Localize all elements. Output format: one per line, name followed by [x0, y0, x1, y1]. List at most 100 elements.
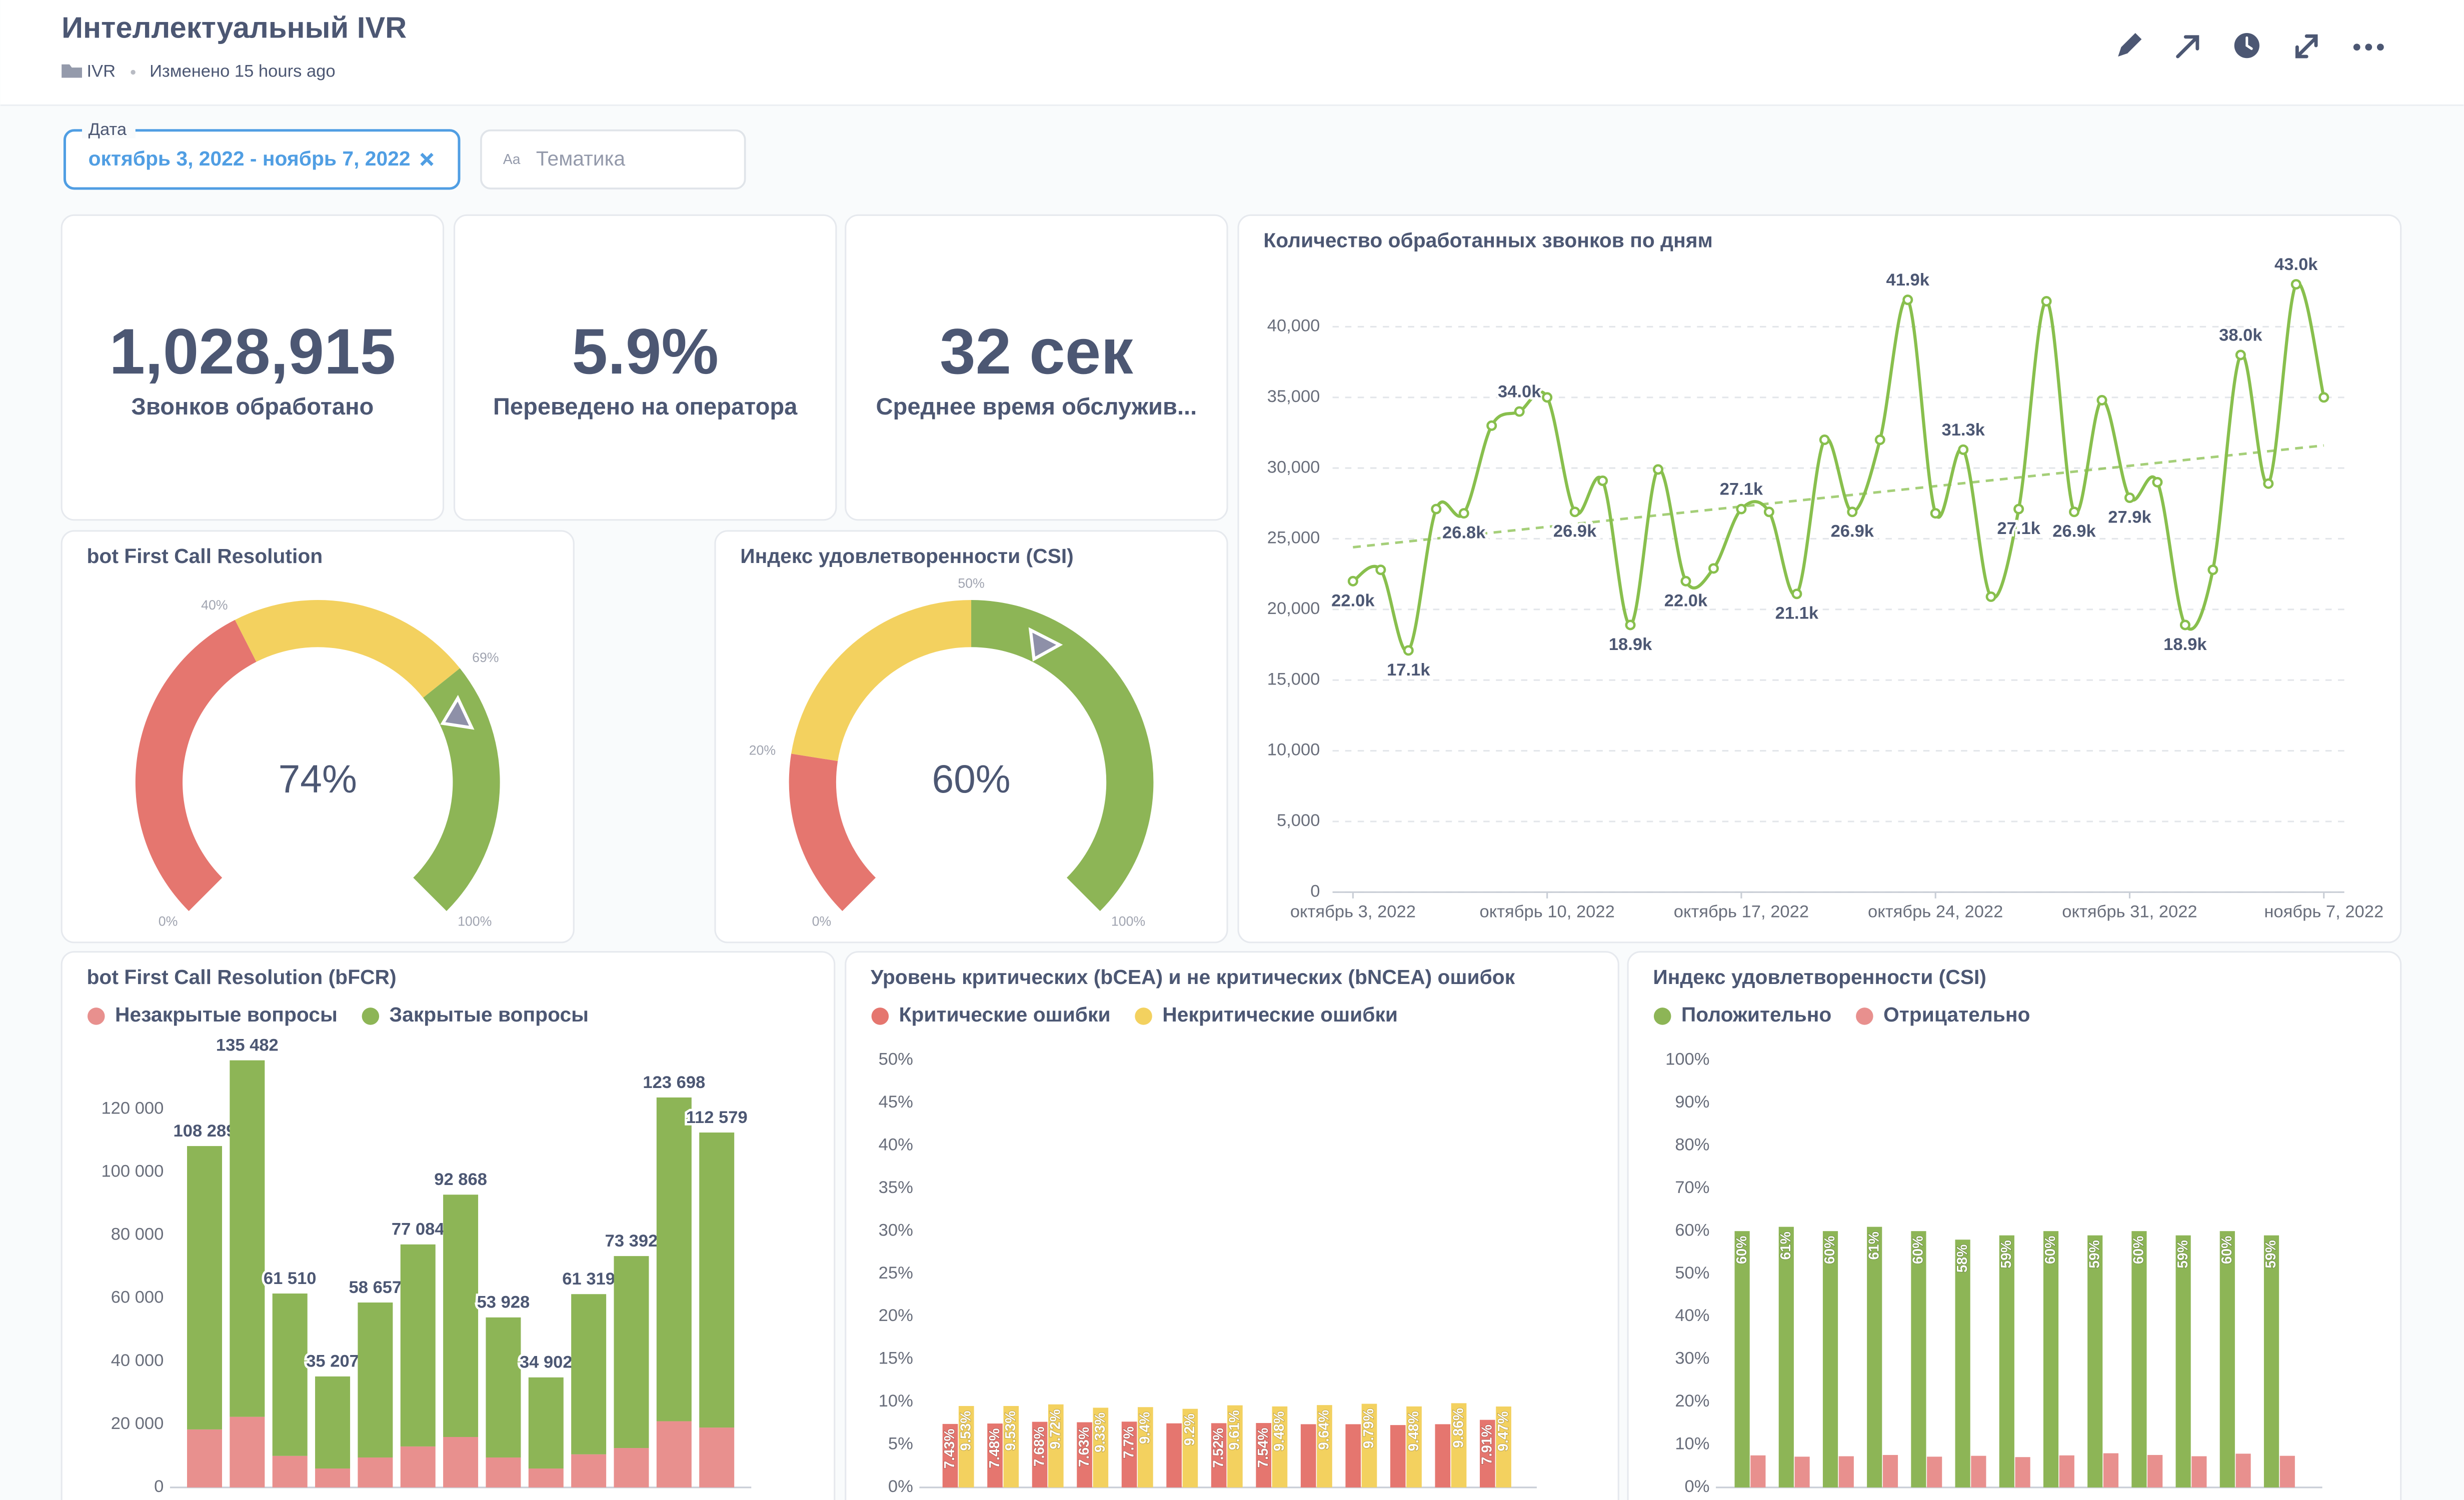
dashboard-title: Интеллектуальный IVR: [62, 10, 407, 44]
data-label: 26.9k: [1553, 522, 1597, 541]
data-point: [1680, 576, 1691, 586]
y-tick-label: 120 000: [101, 1098, 164, 1118]
bar: [1911, 1231, 1926, 1488]
bar-segment: [614, 1256, 649, 1448]
data-label: 27.9k: [2108, 508, 2151, 526]
total-label: 34 902: [520, 1353, 573, 1372]
history-button[interactable]: [2234, 32, 2259, 58]
bar: [2175, 1235, 2191, 1488]
bar: [1048, 1404, 1064, 1488]
bar: [1838, 1456, 1854, 1488]
data-label: 22.0k: [1331, 591, 1375, 610]
edit-button[interactable]: [2118, 32, 2142, 57]
bar: [1496, 1406, 1511, 1488]
collection-link[interactable]: IVR: [87, 62, 116, 81]
clear-filter[interactable]: [420, 152, 434, 166]
date-filter-box[interactable]: [63, 129, 461, 190]
y-tick-label: 20%: [1675, 1392, 1709, 1410]
gauge-value: 60%: [932, 757, 1010, 801]
gauge-tick-label: 0%: [812, 914, 832, 928]
topic-filter-box[interactable]: [480, 129, 746, 190]
data-point: [1514, 406, 1525, 417]
y-tick-label: 80%: [1675, 1135, 1709, 1154]
y-tick-label: 30%: [879, 1220, 913, 1240]
data-label: 7.54%: [1255, 1428, 1271, 1468]
total-label: 61 510: [264, 1269, 317, 1288]
separator: [131, 70, 136, 75]
bar: [942, 1424, 958, 1488]
fullscreen-button[interactable]: [2295, 34, 2318, 58]
bar: [1390, 1425, 1406, 1488]
y-tick-label: 10%: [1675, 1434, 1709, 1454]
data-label: 7.48%: [986, 1428, 1002, 1468]
bar-segment: [358, 1302, 393, 1458]
gauge-segment: [235, 600, 460, 698]
data-point: [2069, 506, 2080, 518]
legend-label: Закрытые вопросы: [390, 1003, 589, 1026]
data-label: 18.9k: [1609, 635, 1652, 654]
data-label: 60%: [1733, 1236, 1749, 1264]
y-tick-label: 100%: [1665, 1050, 1709, 1069]
kpi-label: Переведено на оператора: [493, 393, 798, 420]
data-point: [2290, 279, 2301, 290]
x-tick-label: октябрь 17, 2022: [1674, 902, 1809, 921]
bar: [1822, 1231, 1838, 1488]
chart-card: [845, 951, 1619, 1500]
bar-segment: [528, 1468, 564, 1488]
legend-label: Некритические ошибки: [1162, 1003, 1398, 1026]
filter-value: октябрь 3, 2022 - ноябрь 7, 2022: [89, 147, 411, 170]
gauge-segment: [135, 620, 257, 912]
bar: [1211, 1423, 1227, 1488]
bar-segment: [699, 1132, 735, 1428]
data-label: 59%: [2086, 1240, 2102, 1268]
gauge-value: 74%: [279, 757, 357, 801]
data-point: [1569, 506, 1580, 518]
y-tick-label: 50%: [879, 1050, 913, 1069]
data-label: 59%: [2174, 1240, 2190, 1268]
y-tick-label: 40,000: [1267, 316, 1320, 336]
bar: [2147, 1454, 2163, 1488]
bar: [1121, 1422, 1137, 1488]
bar: [1867, 1226, 1882, 1488]
y-tick-label: 10,000: [1267, 740, 1320, 760]
bar-segment: [315, 1468, 351, 1488]
data-label: 31.3k: [1941, 420, 1985, 440]
data-point: [1403, 645, 1414, 656]
data-label: 41.9k: [1886, 270, 1930, 290]
topic-filter[interactable]: Aa Тематика: [480, 129, 746, 190]
data-label: 9.53%: [957, 1410, 973, 1450]
data-point: [1958, 444, 1969, 455]
bar: [1077, 1422, 1092, 1488]
data-label: 9.79%: [1360, 1408, 1376, 1448]
data-point: [2013, 504, 2024, 514]
data-label: 26.9k: [1831, 522, 1874, 541]
data-point: [1985, 591, 1996, 602]
total-label: 92 868: [434, 1170, 487, 1189]
bar-segment: [528, 1377, 564, 1469]
gauge-segment: [413, 668, 500, 912]
chart-title: Индекс удовлетворенности (CSI): [740, 544, 1074, 568]
data-label: 9.2%: [1181, 1414, 1197, 1446]
y-tick-label: 60 000: [111, 1288, 164, 1307]
gauge-tick-label: 69%: [472, 650, 499, 665]
y-tick-label: 60%: [1675, 1220, 1709, 1240]
gauge-pointer: [440, 694, 475, 730]
data-point: [2235, 350, 2246, 360]
data-point: [1847, 506, 1858, 518]
kpi-value: 32 сек: [940, 316, 1133, 388]
date-filter[interactable]: Дата октябрь 3, 2022 - ноябрь 7, 2022: [63, 120, 461, 190]
data-label: 9.72%: [1047, 1409, 1063, 1449]
data-label: 27.1k: [1997, 519, 2040, 538]
share-button[interactable]: [2176, 35, 2199, 58]
y-tick-label: 80 000: [111, 1225, 164, 1244]
bar: [1317, 1405, 1332, 1488]
bar-segment: [272, 1456, 308, 1488]
more-button[interactable]: [2353, 44, 2384, 51]
kpi-card: [845, 214, 1228, 521]
data-label: 7.68%: [1031, 1426, 1047, 1466]
data-point: [1708, 563, 1719, 574]
y-tick-label: 50%: [1675, 1264, 1709, 1282]
data-point: [1431, 504, 1442, 514]
chart-title: bot First Call Resolution (bFCR): [87, 966, 396, 988]
